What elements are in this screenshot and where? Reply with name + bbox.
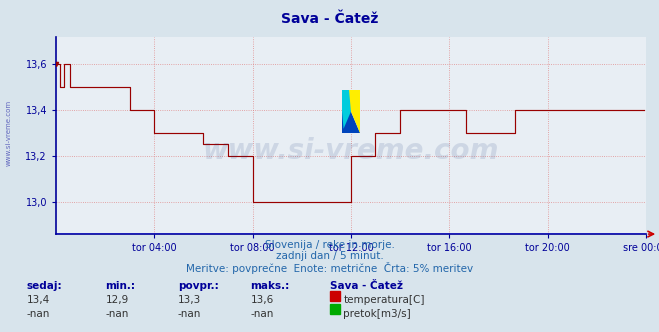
Text: 13,6: 13,6 (250, 295, 273, 305)
Text: 13,4: 13,4 (26, 295, 49, 305)
Text: Slovenija / reke in morje.: Slovenija / reke in morje. (264, 240, 395, 250)
Text: temperatura[C]: temperatura[C] (343, 295, 425, 305)
Text: Sava - Čatež: Sava - Čatež (281, 12, 378, 26)
Text: -nan: -nan (178, 309, 201, 319)
Text: 13,3: 13,3 (178, 295, 201, 305)
Text: -nan: -nan (250, 309, 273, 319)
Text: maks.:: maks.: (250, 281, 290, 290)
Text: pretok[m3/s]: pretok[m3/s] (343, 309, 411, 319)
Text: sedaj:: sedaj: (26, 281, 62, 290)
Text: Sava - Čatež: Sava - Čatež (330, 281, 403, 290)
Polygon shape (341, 90, 360, 133)
Text: zadnji dan / 5 minut.: zadnji dan / 5 minut. (275, 251, 384, 261)
Text: min.:: min.: (105, 281, 136, 290)
Polygon shape (341, 90, 360, 133)
Text: povpr.:: povpr.: (178, 281, 219, 290)
Text: www.si-vreme.com: www.si-vreme.com (5, 100, 12, 166)
Text: 12,9: 12,9 (105, 295, 129, 305)
Text: Meritve: povprečne  Enote: metrične  Črta: 5% meritev: Meritve: povprečne Enote: metrične Črta:… (186, 262, 473, 274)
Text: -nan: -nan (26, 309, 49, 319)
Polygon shape (341, 90, 351, 129)
Text: -nan: -nan (105, 309, 129, 319)
Text: www.si-vreme.com: www.si-vreme.com (203, 137, 499, 165)
